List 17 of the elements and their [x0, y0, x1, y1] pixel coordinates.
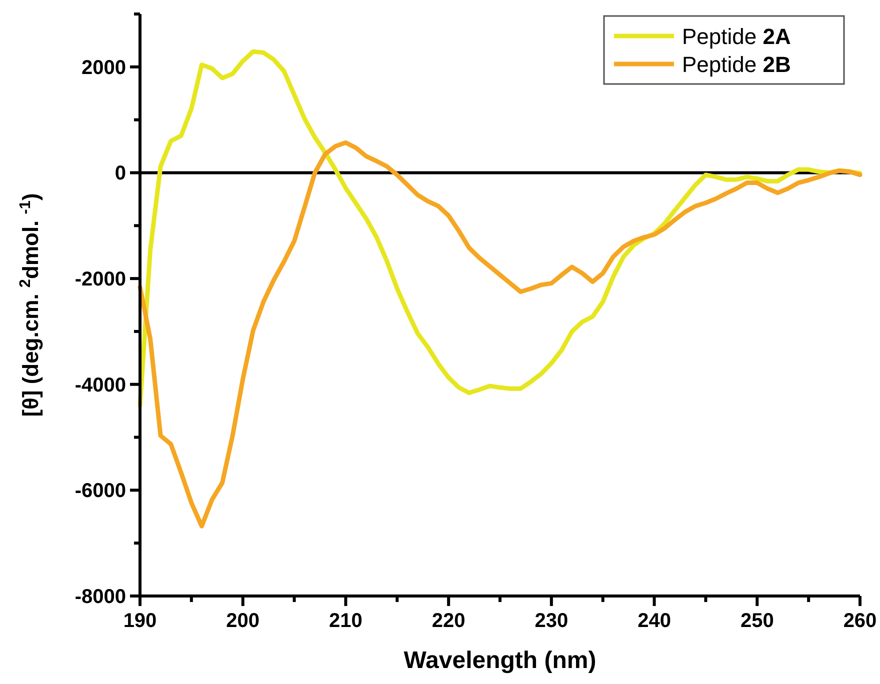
x-axis-title: Wavelength (nm) [404, 647, 596, 674]
x-tick-label: 210 [329, 610, 362, 632]
x-tick-label: 200 [226, 610, 260, 632]
x-tick-label: 230 [534, 610, 568, 632]
x-tick-label: 220 [432, 610, 466, 632]
y-tick-label: 0 [114, 162, 126, 185]
y-tick-label: -2000 [74, 268, 126, 291]
y-tick-label: -6000 [74, 480, 126, 502]
x-tick-label: 190 [123, 610, 157, 632]
x-tick-label: 250 [740, 610, 774, 632]
y-tick-label: 2000 [82, 56, 126, 79]
x-tick-label: 240 [638, 610, 671, 632]
y-tick-label: -8000 [74, 586, 126, 608]
legend-label: Peptide 2A [682, 24, 791, 49]
x-tick-label: 260 [843, 610, 877, 632]
y-tick-label: -4000 [74, 374, 126, 396]
legend-label: Peptide 2B [682, 52, 791, 77]
